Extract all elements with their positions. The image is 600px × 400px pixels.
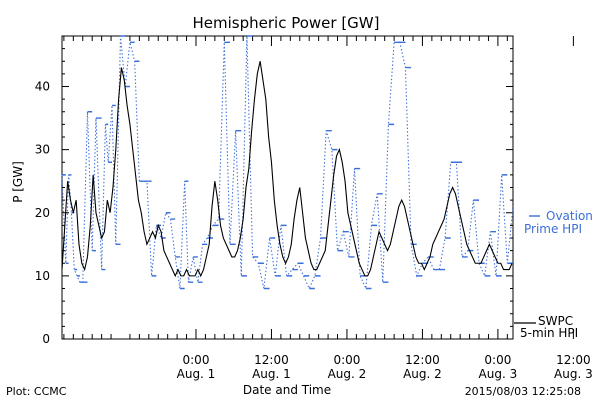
x-tick-date-label: Aug. 2 bbox=[403, 367, 442, 381]
ovation-legend-label-line2: Prime HPI bbox=[524, 222, 582, 236]
ovation-legend-label-line1: Ovation bbox=[546, 209, 593, 223]
y-axis-ticks: 0 10 20 30 40 bbox=[35, 35, 513, 346]
y-axis-label: P [GW] bbox=[11, 161, 25, 203]
series-line-ovation bbox=[61, 35, 514, 291]
x-axis-label: Date and Time bbox=[243, 383, 331, 397]
x-tick-time-label: 12:00 bbox=[254, 353, 289, 367]
x-tick-date-label: Aug. 3 bbox=[479, 367, 518, 381]
y-tick-label: 40 bbox=[35, 80, 50, 94]
chart-series bbox=[61, 35, 514, 291]
x-tick-date-label: Aug. 1 bbox=[177, 367, 216, 381]
footer-timestamp: 2015/08/03 12:25:08 bbox=[465, 385, 581, 398]
x-tick-date-label: Aug. 2 bbox=[328, 367, 367, 381]
x-tick-time-label: 0:00 bbox=[333, 353, 360, 367]
footer-credit: Plot: CCMC bbox=[6, 385, 67, 398]
x-tick-time-label: 12:00 bbox=[556, 353, 591, 367]
chart-title: Hemispheric Power [GW] bbox=[193, 14, 380, 32]
y-tick-label: 30 bbox=[35, 143, 50, 157]
x-tick-time-label: 0:00 bbox=[484, 353, 511, 367]
y-tick-label: 0 bbox=[42, 332, 50, 346]
y-tick-label: 10 bbox=[35, 269, 50, 283]
swpc-legend-label-line2: 5-min HPI bbox=[520, 326, 578, 340]
series-steps-ovation bbox=[62, 35, 513, 290]
swpc-legend-label-line1: SWPC bbox=[538, 314, 573, 328]
y-tick-label: 20 bbox=[35, 206, 50, 220]
plot-frame bbox=[61, 35, 514, 340]
legend: Ovation Prime HPI SWPC 5-min HPI bbox=[514, 209, 593, 340]
x-tick-time-label: 12:00 bbox=[405, 353, 440, 367]
x-tick-time-label: 0:00 bbox=[183, 353, 210, 367]
x-tick-date-label: Aug. 1 bbox=[252, 367, 291, 381]
series-line-swpc bbox=[61, 61, 513, 278]
x-tick-date-label: Aug. 3 bbox=[554, 367, 593, 381]
